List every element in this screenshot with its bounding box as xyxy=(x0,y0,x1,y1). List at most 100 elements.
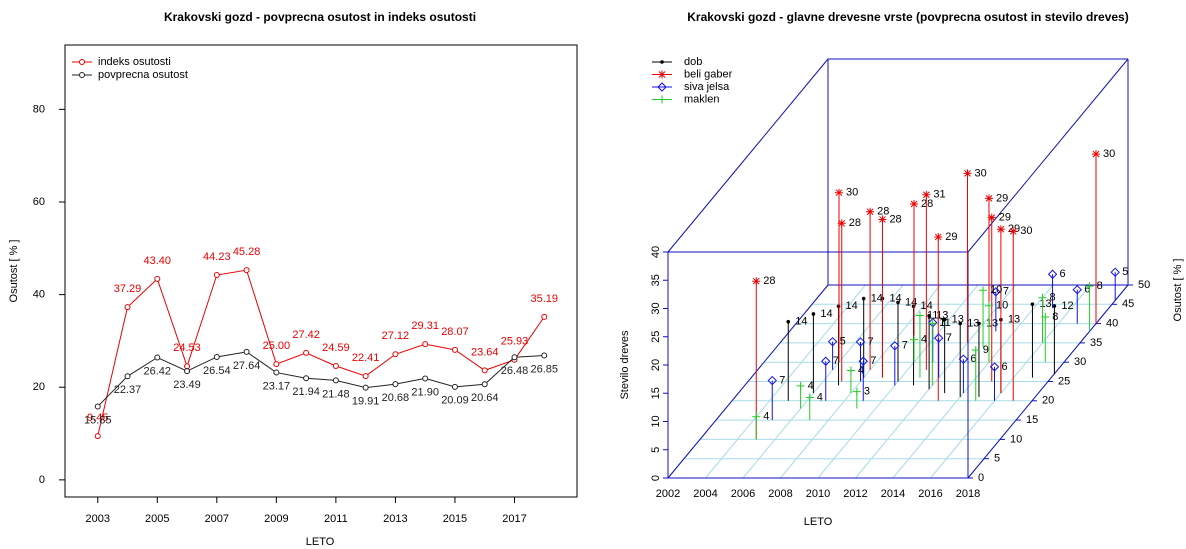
y-axis-label: Osutost [ % ] xyxy=(8,240,20,303)
x-tick-label: 2002 xyxy=(656,488,680,500)
x-tick-label: 2013 xyxy=(383,513,407,525)
point xyxy=(835,188,843,197)
legend-marker xyxy=(658,95,666,104)
x-tick-label: 2018 xyxy=(956,488,980,500)
data-label: 31 xyxy=(933,189,945,201)
point xyxy=(124,304,131,311)
z-axis-label: Stevilo dreves xyxy=(619,330,631,400)
data-label: 28 xyxy=(877,206,889,218)
point xyxy=(392,351,399,358)
data-label: 4 xyxy=(817,391,823,403)
data-label: 8 xyxy=(1052,311,1058,323)
point xyxy=(273,361,280,368)
data-label: 8 xyxy=(1097,280,1103,292)
legend-marker xyxy=(657,82,667,92)
data-label: 13 xyxy=(1008,314,1020,326)
z-tick-label: 10 xyxy=(650,415,662,427)
data-label: 14 xyxy=(905,296,917,308)
y-tick-label: 50 xyxy=(1138,279,1150,291)
z-tick-label: 15 xyxy=(650,387,662,399)
data-label: 28 xyxy=(849,217,861,229)
data-label: 43.40 xyxy=(144,255,172,267)
y-tick-label: 80 xyxy=(33,103,45,115)
x-tick-label: 2009 xyxy=(264,513,288,525)
x-tick-label: 2004 xyxy=(693,488,717,500)
z-tick-label: 20 xyxy=(650,359,662,371)
legend-marker xyxy=(658,70,666,79)
data-label: 7 xyxy=(779,374,785,386)
point xyxy=(332,377,339,384)
point xyxy=(213,272,220,279)
z-tick-label: 25 xyxy=(650,331,662,343)
y-tick-label: 20 xyxy=(33,381,45,393)
point xyxy=(811,312,816,316)
y-tick-label: 40 xyxy=(1106,318,1118,330)
point xyxy=(933,333,944,343)
data-label: 4 xyxy=(763,411,769,423)
point xyxy=(963,169,972,178)
x-tick-label: 2014 xyxy=(881,488,905,500)
data-label: 9 xyxy=(983,344,989,356)
point xyxy=(767,375,777,386)
x-tick-label: 2016 xyxy=(918,488,942,500)
point xyxy=(878,215,887,224)
point xyxy=(942,317,947,322)
data-label: 14 xyxy=(889,292,901,304)
data-label: 8 xyxy=(1050,292,1056,304)
x-tick-label: 2011 xyxy=(324,513,348,525)
data-label: 7 xyxy=(1003,286,1009,298)
point xyxy=(511,354,518,361)
data-label: 35.19 xyxy=(530,293,558,305)
point xyxy=(752,412,761,421)
point xyxy=(896,300,900,305)
data-label: 22.41 xyxy=(352,352,380,364)
y-tick-label: 30 xyxy=(1074,356,1086,368)
box-edge xyxy=(967,58,1129,253)
y-tick-label: 40 xyxy=(33,289,45,301)
data-label: 25.93 xyxy=(501,336,529,348)
legend-marker xyxy=(79,72,85,78)
legend-marker xyxy=(660,60,664,64)
data-label: 28 xyxy=(763,275,775,287)
y-tick-label: 0 xyxy=(39,474,45,486)
point xyxy=(958,321,962,326)
data-label: 30 xyxy=(846,187,858,199)
point xyxy=(1038,293,1047,302)
data-label: 26.48 xyxy=(501,365,529,377)
data-label: 3 xyxy=(864,385,870,397)
point xyxy=(977,321,981,326)
point xyxy=(927,313,931,318)
point xyxy=(979,286,988,295)
point xyxy=(837,219,846,228)
data-label: 21.90 xyxy=(411,386,439,398)
data-label: 14 xyxy=(846,300,858,312)
data-label: 15.85 xyxy=(84,414,112,426)
series-line xyxy=(97,269,545,437)
z-tick-label: 35 xyxy=(650,274,662,286)
x-axis-label: LETO xyxy=(306,536,335,548)
data-label: 26.54 xyxy=(203,365,231,377)
data-label: 11 xyxy=(927,309,938,321)
point xyxy=(934,232,943,241)
point xyxy=(1072,284,1082,295)
data-label: 26.85 xyxy=(530,363,558,375)
data-label: 7 xyxy=(870,355,876,367)
box-edge xyxy=(667,284,829,479)
data-label: 28 xyxy=(889,213,901,225)
point xyxy=(1009,227,1018,236)
box-edge xyxy=(667,58,829,253)
point xyxy=(915,311,924,320)
y-tick-label: 10 xyxy=(1010,433,1022,445)
point xyxy=(846,366,855,375)
data-label: 7 xyxy=(946,332,952,344)
data-label: 45.28 xyxy=(233,246,261,258)
x-tick-label: 2006 xyxy=(731,488,755,500)
x-tick-label: 2005 xyxy=(145,513,169,525)
data-label: 25.00 xyxy=(263,340,291,352)
y-tick-label: 45 xyxy=(1122,298,1134,310)
point xyxy=(910,200,918,208)
data-label: 27.12 xyxy=(382,330,410,342)
point xyxy=(852,387,861,396)
point xyxy=(991,287,1001,297)
point xyxy=(1041,313,1050,321)
